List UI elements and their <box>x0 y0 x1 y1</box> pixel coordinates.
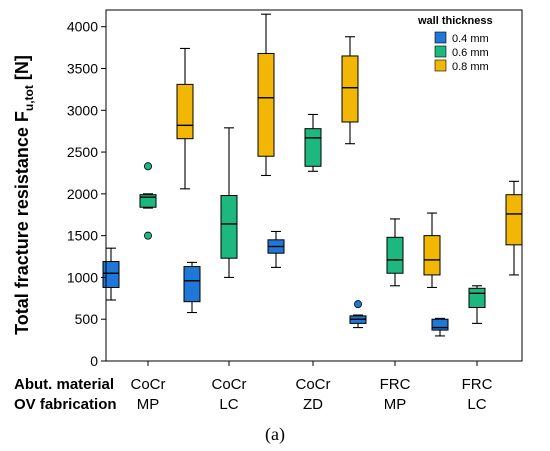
y-tick-label: 3500 <box>67 61 98 77</box>
axes: 0 500 1000 1500 2000 2500 3000 3500 4000 <box>67 9 523 369</box>
box-0-8-mm-group-2 <box>341 36 359 145</box>
box-0-6-mm-group-2 <box>304 113 322 172</box>
box-iqr <box>505 194 523 246</box>
category-label-line2: LC <box>219 396 238 413</box>
y-tick-label: 2500 <box>67 144 98 160</box>
box-iqr <box>341 55 359 123</box>
category-label-line2: MP <box>137 396 160 413</box>
y-tick-label: 500 <box>75 311 99 327</box>
box-series <box>102 13 523 337</box>
box-0-4-mm-group-4 <box>431 317 449 337</box>
box-iqr <box>257 52 275 157</box>
box-0-6-mm-group-0 <box>139 162 157 240</box>
box-0-6-mm-group-4 <box>468 285 486 324</box>
box-iqr <box>468 287 486 309</box>
box-iqr <box>386 236 404 274</box>
box-0-4-mm-group-3 <box>349 300 367 329</box>
legend-swatch-0-6mm <box>434 45 447 58</box>
category-label-line2: MP <box>384 396 407 413</box>
box-iqr <box>176 83 194 140</box>
box-iqr <box>431 318 449 331</box>
category-label-line1: CoCr <box>295 376 330 393</box>
row-label-ov-fabrication: OV fabrication <box>14 396 117 413</box>
outlier-point <box>353 300 362 309</box>
category-label-line1: CoCr <box>130 376 165 393</box>
row-label-abut-material: Abut. material <box>14 376 114 393</box>
legend-label: 0.8 mm <box>452 61 489 73</box>
box-0-6-mm-group-1 <box>220 127 238 278</box>
box-iqr <box>304 128 322 167</box>
category-label-line1: FRC <box>380 376 411 393</box>
figure-caption: (a) <box>265 424 285 445</box>
legend-swatch-0-8mm <box>434 59 447 72</box>
y-tick-label: 2000 <box>67 186 98 202</box>
box-iqr <box>183 266 201 303</box>
box-0-8-mm-group-4 <box>505 180 523 276</box>
category-label-line2: ZD <box>303 396 323 413</box>
box-0-6-mm-group-3 <box>386 218 404 287</box>
box-0-4-mm-group-0 <box>102 247 120 301</box>
box-iqr <box>102 261 120 288</box>
box-iqr <box>220 195 238 259</box>
plot-frame <box>105 9 523 362</box>
box-0-4-mm-group-1 <box>183 261 201 314</box>
legend-label: 0.4 mm <box>452 33 489 45</box>
y-tick-label: 3000 <box>67 102 98 118</box>
y-tick-label: 1500 <box>67 228 98 244</box>
legend-title: wall thickness <box>417 15 493 27</box>
y-axis-title: Total fracture resistance Fu,tot [N] <box>12 55 36 335</box>
outlier-point <box>143 162 152 171</box>
y-tick-label: 0 <box>90 353 98 369</box>
box-iqr <box>423 235 441 276</box>
category-label-line2: LC <box>467 396 486 413</box>
box-0-8-mm-group-1 <box>257 13 275 177</box>
category-label-line1: CoCr <box>211 376 246 393</box>
category-label-line1: FRC <box>462 376 493 393</box>
x-category-labels: CoCr MP CoCr LC CoCr ZD FRC MP FRC LC <box>130 376 492 413</box>
box-0-4-mm-group-2 <box>267 230 285 268</box>
outlier-point <box>143 231 152 240</box>
legend-swatch-0-4mm <box>434 31 447 44</box>
legend-label: 0.6 mm <box>452 47 489 59</box>
box-0-8-mm-group-3 <box>423 212 441 289</box>
legend: wall thickness 0.4 mm 0.6 mm 0.8 mm <box>417 15 493 73</box>
y-tick-label: 4000 <box>67 19 98 35</box>
box-0-8-mm-group-0 <box>176 47 194 190</box>
y-tick-label: 1000 <box>67 269 98 285</box>
